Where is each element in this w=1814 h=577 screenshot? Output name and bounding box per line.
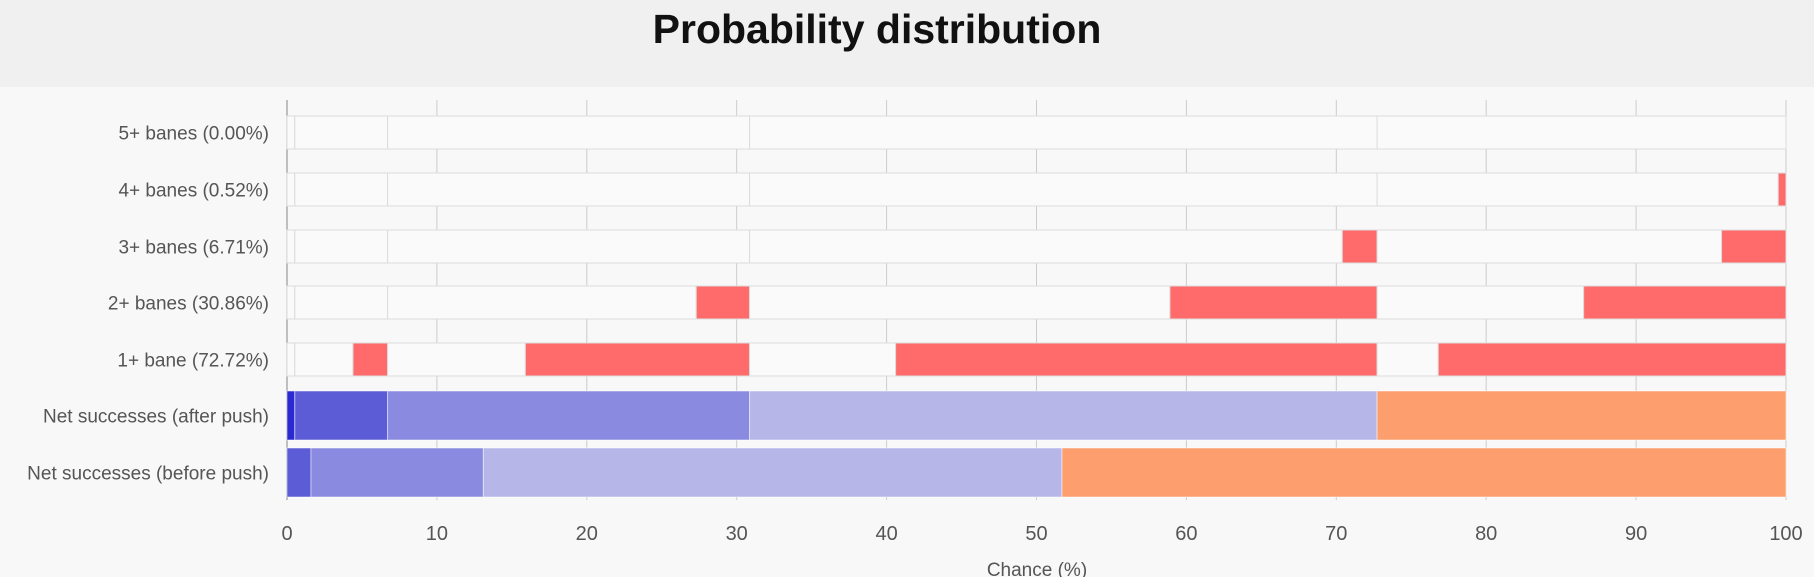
chart-title: Probability distribution <box>652 6 1102 52</box>
x-tick-label: 0 <box>281 523 292 545</box>
net-success-segment <box>286 447 312 498</box>
bane-empty-segment <box>286 229 296 264</box>
x-tick-label: 10 <box>426 523 448 545</box>
row-label: Net successes (before push) <box>27 464 269 485</box>
x-axis-title: Chance (%) <box>987 560 1087 577</box>
bane-empty-segment <box>387 285 697 320</box>
bar-rows <box>286 115 1787 498</box>
bane-empty-segment <box>749 115 1378 150</box>
row-label: 3+ banes (6.71%) <box>118 238 269 259</box>
bane-empty-segment <box>749 285 1171 320</box>
bane-bar-segment <box>1583 285 1787 320</box>
bane-empty-segment <box>294 285 389 320</box>
x-tick-label: 20 <box>576 523 598 545</box>
bar-row <box>286 229 1787 264</box>
bane-empty-segment <box>749 172 1378 207</box>
bane-empty-segment <box>286 285 296 320</box>
bane-empty-segment <box>294 229 389 264</box>
bar-row <box>286 285 1787 320</box>
bane-empty-segment <box>749 342 897 377</box>
bane-bar-segment <box>1169 285 1378 320</box>
row-labels: 5+ banes (0.00%) 4+ banes (0.52%) 3+ banes… <box>27 124 269 485</box>
x-tick-label: 80 <box>1475 523 1497 545</box>
bane-empty-segment <box>1376 115 1787 150</box>
x-tick-label: 60 <box>1175 523 1197 545</box>
row-label: Net successes (after push) <box>43 407 269 428</box>
bane-bar-segment <box>352 342 389 377</box>
bane-empty-segment <box>294 115 389 150</box>
bane-empty-segment <box>286 172 296 207</box>
bane-bar-segment <box>1341 229 1378 264</box>
net-success-segment <box>387 390 751 441</box>
x-tick-label: 90 <box>1625 523 1647 545</box>
bane-bar-segment <box>695 285 751 320</box>
bane-bar-segment <box>1437 342 1787 377</box>
bane-empty-segment <box>1376 285 1585 320</box>
bane-empty-segment <box>286 115 296 150</box>
bane-empty-segment <box>387 115 751 150</box>
bar-row <box>286 390 1787 441</box>
x-tick-labels: 0 10 20 30 40 50 60 70 80 90 100 <box>281 523 1802 545</box>
bane-empty-segment <box>294 342 354 377</box>
bane-empty-segment <box>294 172 389 207</box>
row-label: 1+ bane (72.72%) <box>117 351 269 372</box>
bar-row <box>286 172 1787 207</box>
net-success-segment <box>286 390 296 441</box>
bar-row <box>286 447 1787 498</box>
bane-empty-segment <box>1376 172 1779 207</box>
x-tick-label: 100 <box>1769 523 1802 545</box>
bane-empty-segment <box>387 172 751 207</box>
bar-row <box>286 342 1787 377</box>
bane-bar-segment <box>524 342 751 377</box>
bane-bar-segment <box>895 342 1378 377</box>
x-tick-label: 40 <box>875 523 897 545</box>
net-success-segment <box>482 447 1063 498</box>
bar-row <box>286 115 1787 150</box>
net-success-segment <box>294 390 389 441</box>
row-label: 4+ banes (0.52%) <box>118 181 269 202</box>
row-label: 2+ banes (30.86%) <box>108 294 269 315</box>
x-tick-label: 50 <box>1025 523 1047 545</box>
title-band <box>0 0 1814 87</box>
bane-empty-segment <box>387 229 751 264</box>
net-success-segment <box>1061 447 1787 498</box>
bane-empty-segment <box>749 229 1343 264</box>
x-tick-label: 30 <box>726 523 748 545</box>
bane-empty-segment <box>286 342 296 377</box>
net-success-segment <box>1376 390 1787 441</box>
bane-bar-segment <box>1721 229 1787 264</box>
net-success-segment <box>310 447 484 498</box>
row-label: 5+ banes (0.00%) <box>118 124 269 145</box>
x-tick-label: 70 <box>1325 523 1347 545</box>
bane-empty-segment <box>1376 342 1439 377</box>
net-success-segment <box>749 390 1378 441</box>
bane-empty-segment <box>387 342 526 377</box>
bane-empty-segment <box>1376 229 1723 264</box>
bane-bar-segment <box>1777 172 1787 207</box>
